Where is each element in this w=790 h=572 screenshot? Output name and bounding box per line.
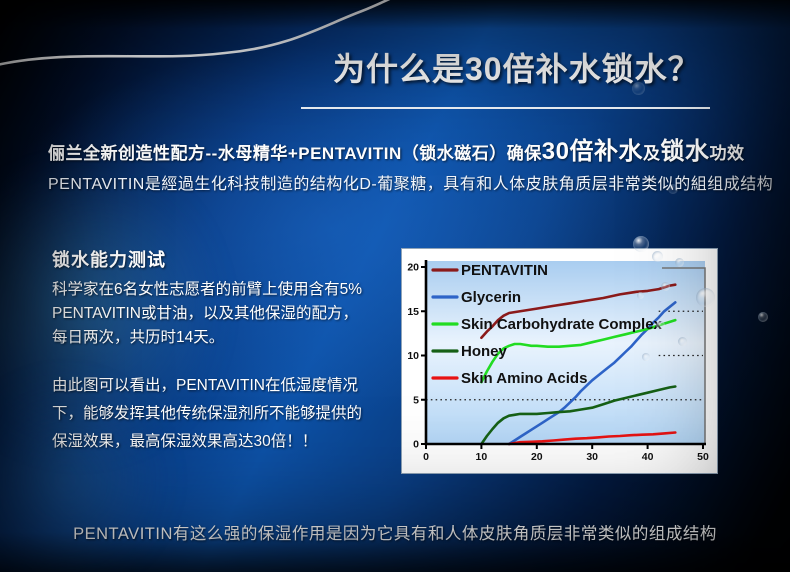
intro-line-1: 俪兰全新创造性配方--水母精华+PENTAVITIN（锁水磁石）确保30倍补水及… xyxy=(48,131,745,166)
svg-text:30: 30 xyxy=(586,451,598,463)
svg-text:20: 20 xyxy=(407,262,419,274)
test-description-line: 每日两次，共历时14天。 xyxy=(52,329,225,346)
svg-text:Skin Carbohydrate Complex: Skin Carbohydrate Complex xyxy=(461,316,663,333)
svg-text:Glycerin: Glycerin xyxy=(461,289,521,306)
moisture-chart-plot: 0 5 10 15 20 0 10 20 30 40 50 PENTAVITIN Glycerin Ski… xyxy=(407,260,709,463)
svg-text:20: 20 xyxy=(531,451,543,463)
svg-text:40: 40 xyxy=(642,451,654,463)
svg-text:0: 0 xyxy=(423,451,429,463)
test-description-line: PENTAVITIN或甘油，以及其他保湿的配方， xyxy=(52,305,358,322)
page-title: 为什么是30倍补水锁水？ xyxy=(333,51,701,87)
title-underline xyxy=(301,107,710,109)
svg-text:0: 0 xyxy=(413,439,419,451)
svg-text:10: 10 xyxy=(476,451,488,463)
intro-line-1-suffix: 功效 xyxy=(709,144,745,163)
section-heading: 锁水能力测试 xyxy=(52,250,166,270)
intro-line-2: PENTAVITIN是經過生化科技制造的结构化D-葡聚糖，具有和人体皮肤角质层非… xyxy=(48,176,774,193)
test-description: 科学家在6名女性志愿者的前臂上使用含有5% PENTAVITIN或甘油，以及其他… xyxy=(52,278,362,350)
bubble xyxy=(758,312,768,322)
svg-text:50: 50 xyxy=(697,451,709,463)
moisture-chart: 0 5 10 15 20 0 10 20 30 40 50 PENTAVITIN Glycerin Ski… xyxy=(401,248,718,474)
intro-line-1-mid: 及 xyxy=(643,144,661,163)
test-conclusion: 由此图可以看出，PENTAVITIN在低湿度情况 下，能够发挥其他传统保湿剂所不… xyxy=(52,372,362,456)
footer-text: PENTAVITIN有这么强的保湿作用是因为它具有和人体皮肤角质层非常类似的组成… xyxy=(73,525,717,543)
intro-highlight-hydrate: 30倍补水 xyxy=(541,138,643,165)
intro-highlight-lock: 锁水 xyxy=(660,138,710,165)
svg-text:PENTAVITIN: PENTAVITIN xyxy=(461,262,548,279)
svg-text:15: 15 xyxy=(407,306,419,318)
test-conclusion-line: 保湿效果，最高保湿效果高达30倍！！ xyxy=(52,433,318,450)
svg-text:Skin Amino Acids: Skin Amino Acids xyxy=(461,370,587,387)
intro-line-1-prefix: 俪兰全新创造性配方--水母精华+PENTAVITIN（锁水磁石）确保 xyxy=(48,144,542,163)
test-conclusion-line: 由此图可以看出，PENTAVITIN在低湿度情况 xyxy=(52,377,358,394)
svg-text:10: 10 xyxy=(407,350,419,362)
test-conclusion-line: 下，能够发挥其他传统保湿剂所不能够提供的 xyxy=(52,405,363,422)
svg-text:Honey: Honey xyxy=(461,343,508,360)
svg-text:5: 5 xyxy=(413,394,419,406)
test-description-line: 科学家在6名女性志愿者的前臂上使用含有5% xyxy=(52,281,363,298)
